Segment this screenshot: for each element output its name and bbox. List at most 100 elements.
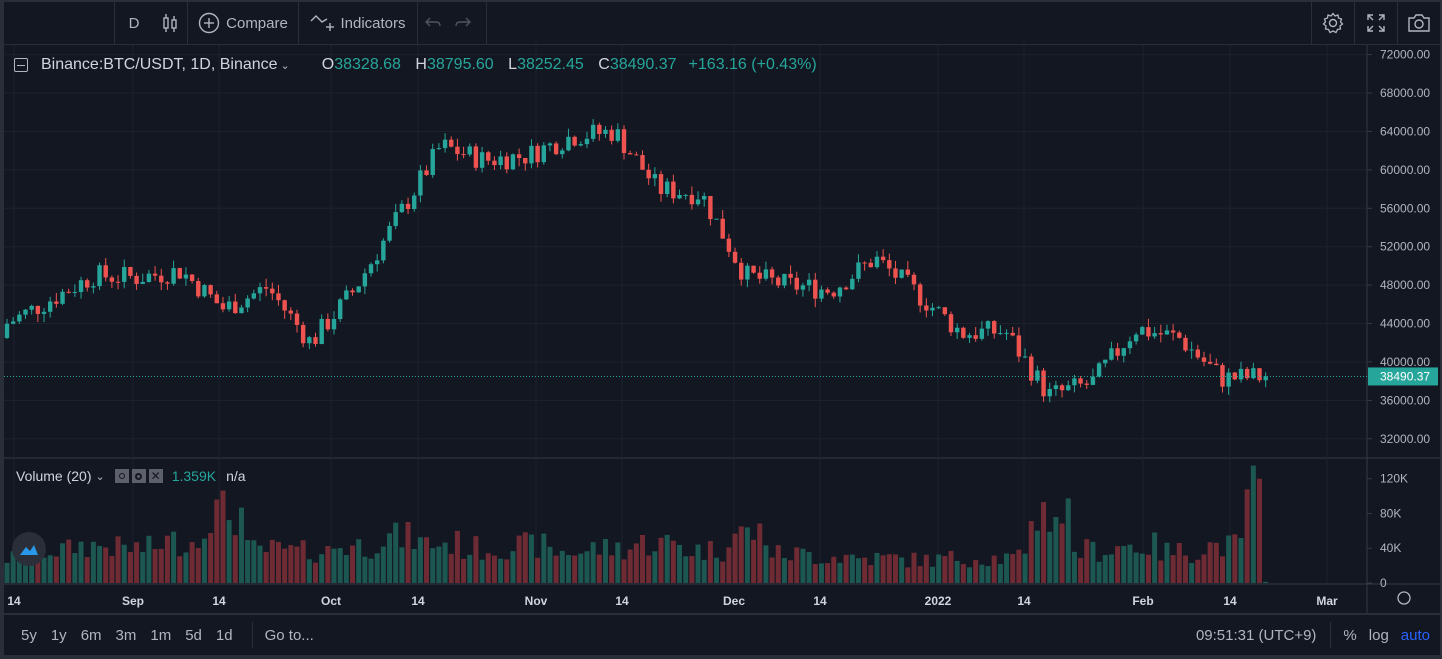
candle-body: [368, 264, 374, 274]
period-5d[interactable]: 5d: [185, 626, 202, 644]
eye-icon[interactable]: [114, 469, 129, 483]
candle-body: [905, 269, 911, 275]
volume-bar: [911, 552, 917, 583]
gear-icon[interactable]: [1397, 591, 1411, 605]
candle-body: [47, 301, 53, 312]
compare-label: Compare: [226, 14, 288, 32]
price-tick-label: 44000.00: [1380, 317, 1430, 331]
time-tick-label: 14: [7, 594, 21, 608]
candle-body: [800, 285, 806, 290]
candle-body: [1047, 388, 1052, 397]
interval-button[interactable]: D: [128, 14, 140, 32]
candle-body: [282, 300, 287, 311]
compare-button[interactable]: Compare: [188, 2, 298, 44]
candle-body: [899, 269, 904, 278]
volume-bar: [775, 545, 781, 583]
screenshot-button[interactable]: [1398, 2, 1440, 44]
candle-body: [226, 301, 232, 310]
redo-button[interactable]: [448, 2, 478, 44]
period-1d[interactable]: 1d: [215, 626, 233, 644]
candle-body: [1041, 370, 1046, 397]
candle-body: [560, 150, 565, 155]
volume-bar: [1065, 498, 1071, 583]
candle-body: [658, 174, 664, 194]
volume-bar: [979, 564, 985, 583]
open-label: O: [321, 56, 335, 73]
candle-body: [1029, 356, 1034, 381]
volume-bar: [1238, 537, 1244, 583]
period-5y[interactable]: 5y: [21, 626, 37, 644]
fullscreen-button[interactable]: [1355, 2, 1397, 44]
candle-body: [35, 305, 41, 314]
collapse-icon[interactable]: [14, 58, 28, 72]
candle-body: [695, 199, 701, 205]
volume-legend: Volume (20) ⌄ ✕ 1.359K n/a: [16, 467, 246, 485]
undo-button[interactable]: [418, 2, 448, 44]
volume-bar: [430, 548, 436, 583]
high-value: 38795.60: [426, 56, 494, 73]
candle-body: [1090, 376, 1096, 385]
volume-bar: [214, 499, 220, 583]
candle-body: [23, 309, 28, 315]
candle-body: [702, 195, 707, 200]
log-toggle[interactable]: log: [1368, 626, 1389, 644]
chevron-down-icon[interactable]: ⌄: [95, 470, 105, 483]
candle-style-button[interactable]: [153, 2, 187, 44]
volume-bar: [516, 535, 522, 583]
candle-body: [961, 327, 966, 338]
candle-body: [541, 145, 546, 163]
volume-bar: [781, 558, 787, 583]
volume-bar: [121, 544, 127, 583]
volume-title[interactable]: Volume (20): [16, 468, 92, 484]
candle-body: [1158, 333, 1163, 335]
time-tick-label: Nov: [525, 594, 548, 608]
candle-body: [1096, 363, 1102, 377]
undo-icon: [425, 17, 441, 27]
volume-tick-label: 40K: [1380, 541, 1401, 555]
gear-icon[interactable]: [131, 469, 146, 483]
volume-bar: [800, 548, 806, 583]
volume-bar: [1263, 581, 1269, 583]
bottom-toolbar: 5y 1y 6m 3m 1m 5d 1d Go to... 09:51:31 (…: [4, 615, 1440, 655]
volume-bar: [461, 558, 467, 583]
volume-bar: [596, 554, 602, 583]
period-6m[interactable]: 6m: [80, 626, 102, 644]
candle-body: [4, 323, 10, 338]
low-label: L: [508, 56, 518, 73]
volume-bar: [146, 535, 152, 583]
tradingview-logo[interactable]: [12, 532, 46, 566]
candle-body: [128, 267, 133, 276]
candle-body: [1004, 332, 1009, 334]
open-value: 38328.68: [334, 56, 401, 73]
indicators-button[interactable]: Indicators: [299, 2, 417, 44]
period-1y[interactable]: 1y: [50, 626, 67, 644]
candle-body: [1177, 332, 1182, 338]
candle-body: [553, 143, 559, 155]
close-icon[interactable]: ✕: [148, 469, 163, 483]
volume-bar: [683, 556, 689, 583]
candle-body: [856, 262, 861, 279]
candle-body: [745, 265, 750, 280]
goto-button[interactable]: Go to...: [264, 626, 314, 644]
volume-bar: [899, 557, 905, 583]
candle-body: [196, 281, 201, 297]
auto-toggle[interactable]: auto: [1400, 626, 1430, 644]
candle-body: [356, 286, 361, 293]
clock[interactable]: 09:51:31 (UTC+9): [1195, 626, 1317, 644]
period-3m[interactable]: 3m: [115, 626, 137, 644]
symbol-title[interactable]: Binance:BTC/USDT, 1D, Binance: [41, 56, 278, 73]
period-1m[interactable]: 1m: [150, 626, 172, 644]
volume-bar: [362, 556, 368, 583]
candle-body: [467, 146, 472, 155]
volume-bar: [485, 553, 491, 583]
percent-toggle[interactable]: %: [1343, 626, 1357, 644]
candle-body: [449, 139, 454, 147]
symbol-legend: Binance:BTC/USDT, 1D, Binance ⌄ O38328.6…: [14, 55, 817, 75]
volume-bar: [319, 554, 325, 583]
chevron-down-icon[interactable]: ⌄: [280, 59, 290, 72]
candle-body: [1084, 383, 1089, 385]
settings-button[interactable]: [1312, 2, 1354, 44]
candle-body: [257, 287, 263, 294]
volume-bar: [90, 541, 96, 583]
